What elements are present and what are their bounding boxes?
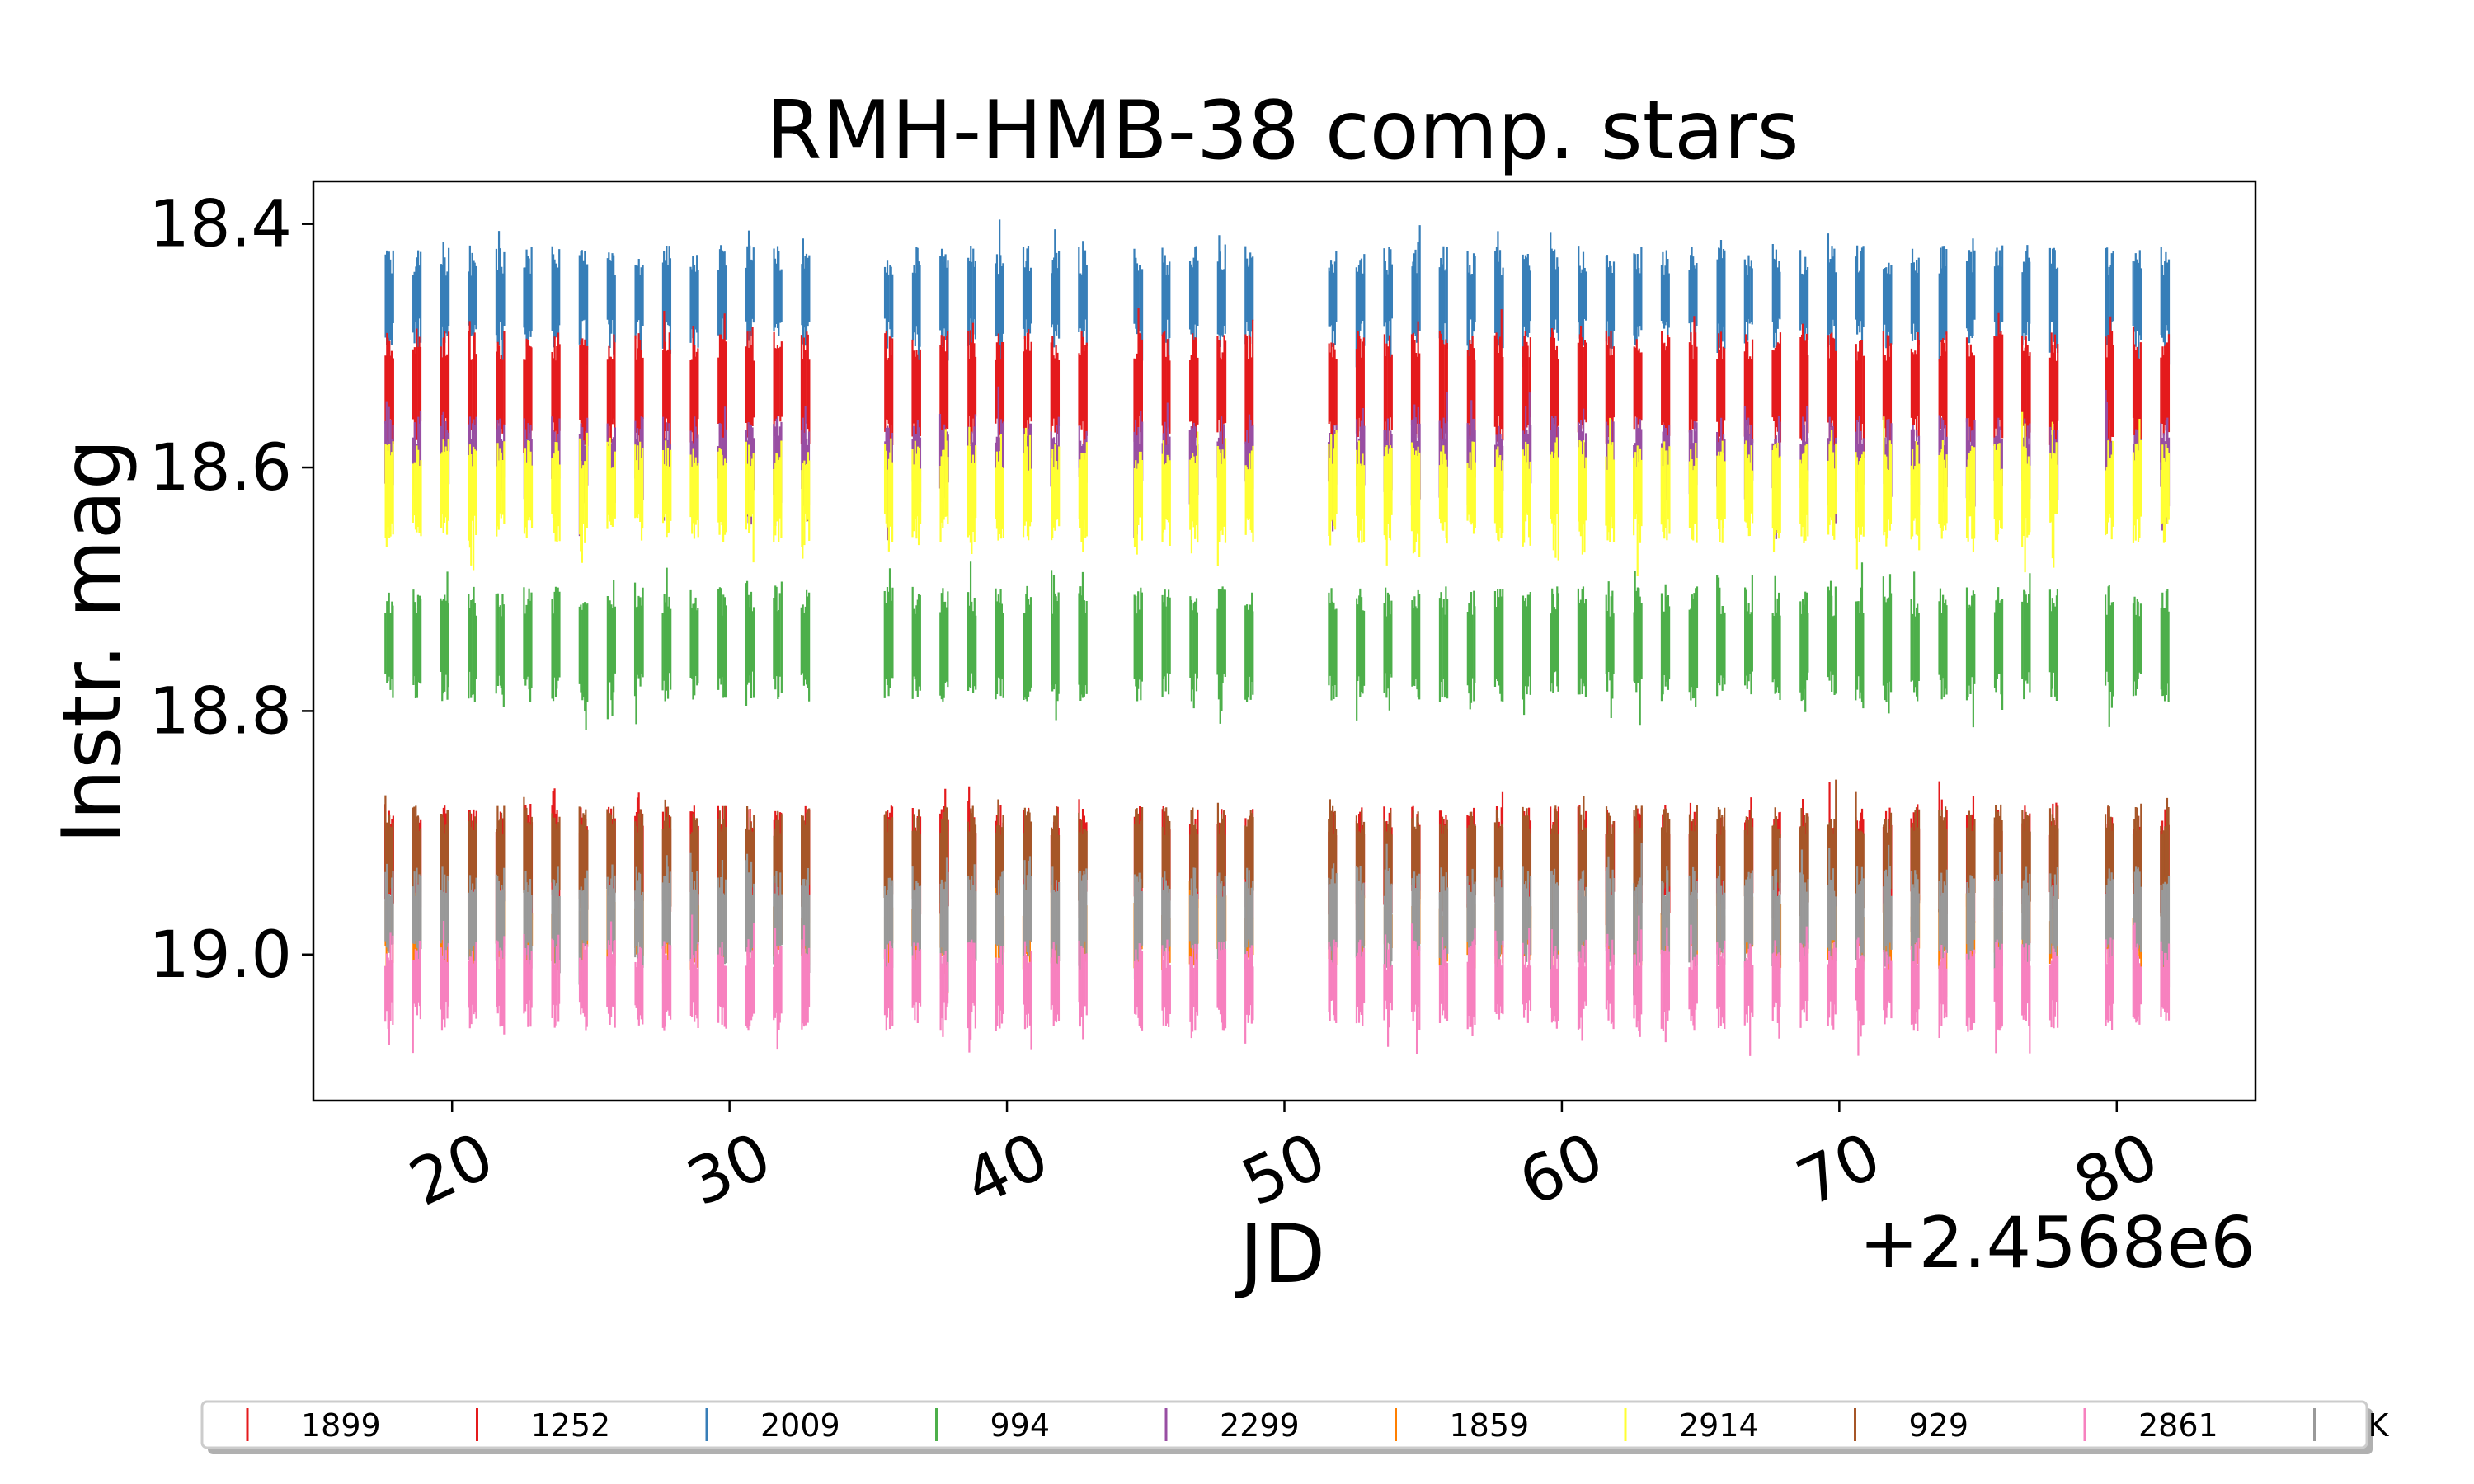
- y-tick-label: 18.6: [148, 431, 292, 505]
- chart-title: RMH-HMB-38 comp. stars: [765, 84, 1799, 178]
- legend: 1899 1252 2009 994 2299 1859 2914 929 2861 K: [200, 1400, 2390, 1454]
- legend-label: 2009: [760, 1407, 840, 1444]
- legend-items: 1899 1252 2009 994 2299 1859 2914 929 2861 K: [246, 1407, 2390, 1444]
- series-2861: [384, 914, 2171, 1056]
- x-axis-offset-label: +2.4568e6: [1859, 1202, 2255, 1284]
- y-tick-label: 18.4: [148, 188, 292, 262]
- legend-box: [200, 1400, 2368, 1449]
- legend-label: 2299: [1220, 1407, 1300, 1444]
- legend-label: 1859: [1450, 1407, 1530, 1444]
- data-marks: [384, 219, 2171, 1056]
- y-tick-label: 18.8: [148, 674, 292, 749]
- y-axis: 18.4 18.6 18.8 19.0: [148, 188, 313, 993]
- legend-label: 1252: [531, 1407, 611, 1444]
- y-axis-title: Instr. mag: [45, 439, 139, 844]
- legend-label: 994: [990, 1407, 1051, 1444]
- legend-label: K: [2368, 1407, 2390, 1444]
- series-1252: [384, 308, 2171, 477]
- series-2914: [384, 411, 2170, 577]
- legend-label: 2861: [2138, 1407, 2218, 1444]
- legend-label: 2914: [1679, 1407, 1759, 1444]
- y-tick-label: 19.0: [148, 918, 292, 993]
- legend-label: 1899: [301, 1407, 381, 1444]
- series-994: [384, 561, 2170, 731]
- legend-label: 929: [1909, 1407, 1969, 1444]
- x-axis-title: JD: [1235, 1208, 1325, 1302]
